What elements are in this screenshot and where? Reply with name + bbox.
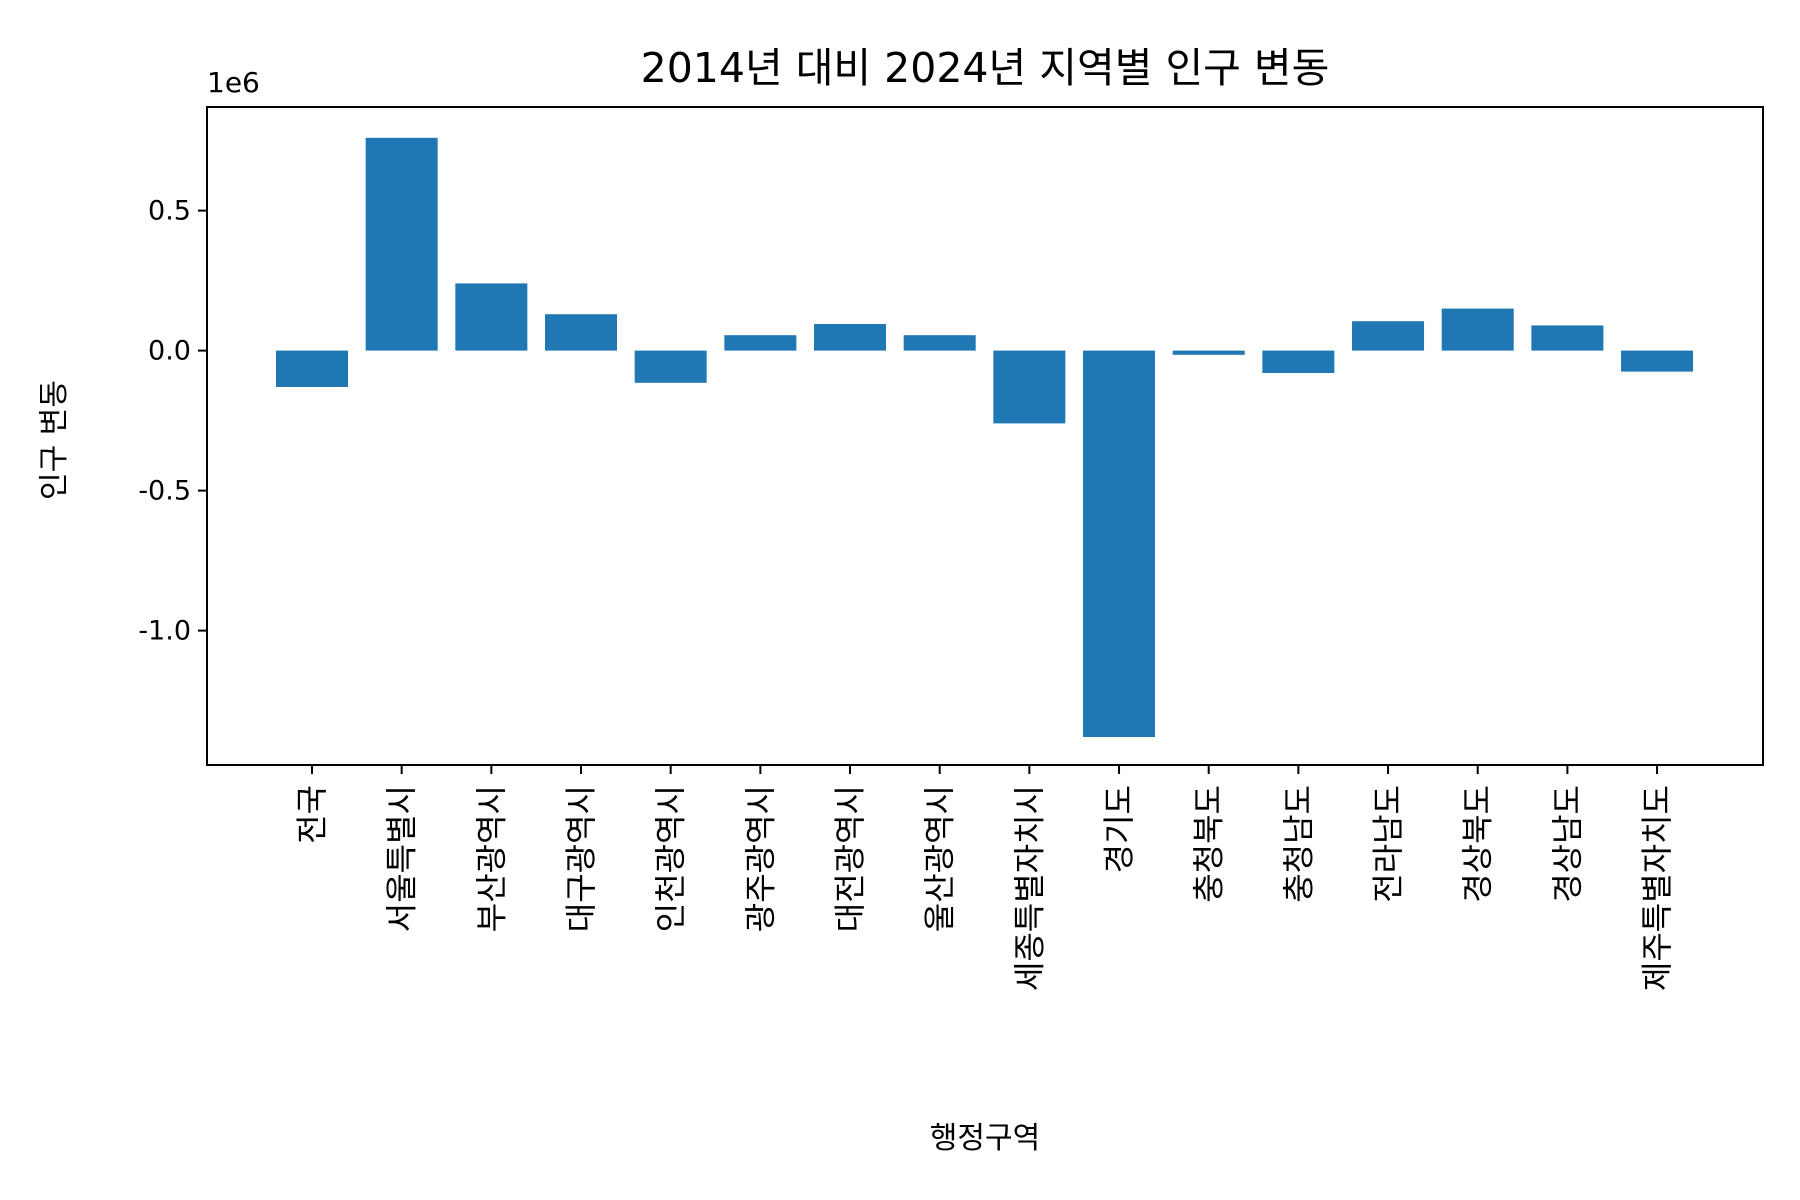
x-tick-label-15: 제주특별자치도: [1638, 785, 1676, 991]
x-tick-label-5: 광주광역시: [741, 785, 779, 932]
chart-title: 2014년 대비 2024년 지역별 인구 변동: [641, 44, 1330, 92]
bar-10: [1172, 350, 1245, 355]
bar-15: [1621, 350, 1694, 372]
x-tick-label-11: 충청남도: [1279, 785, 1317, 903]
y-axis-label: 인구 변동: [37, 380, 72, 500]
x-tick-label-9: 경기도: [1100, 785, 1138, 873]
x-tick-label-3: 대구광역시: [562, 785, 600, 932]
bar-1: [365, 137, 438, 351]
bar-12: [1352, 321, 1425, 351]
x-tick-label-10: 충청북도: [1190, 785, 1228, 903]
bar-13: [1441, 308, 1514, 351]
y-axis-offset-label: 1e6: [207, 66, 260, 99]
x-tick-label-0: 전국: [293, 785, 331, 844]
x-tick-label-2: 부산광역시: [472, 785, 510, 932]
bars-group: [276, 137, 1694, 737]
bar-6: [814, 324, 887, 351]
bar-11: [1262, 350, 1335, 373]
x-axis-label: 행정구역: [930, 1121, 1040, 1156]
y-tick-label-1: -0.5: [138, 476, 191, 507]
y-ticks-group: -1.0 -0.5 0.0 0.5: [138, 196, 207, 647]
x-tick-label-14: 경상남도: [1548, 785, 1586, 903]
x-tick-label-13: 경상북도: [1459, 785, 1497, 903]
x-tick-label-6: 대전광역시: [831, 785, 869, 932]
bar-2: [455, 283, 528, 351]
bar-3: [545, 314, 618, 351]
x-tick-label-1: 서울특별시: [383, 785, 421, 932]
bar-14: [1531, 325, 1604, 351]
bar-7: [903, 335, 976, 351]
x-tick-label-12: 전라남도: [1369, 785, 1407, 903]
y-tick-label-3: 0.5: [148, 196, 191, 227]
plot-frame: [206, 106, 1764, 766]
y-tick-label-0: -1.0: [138, 616, 191, 647]
bar-5: [724, 335, 797, 351]
x-tick-label-7: 울산광역시: [921, 785, 959, 932]
bar-9: [1083, 350, 1156, 737]
x-tick-label-8: 세종특별자치시: [1010, 785, 1048, 991]
bar-0: [276, 350, 348, 387]
bar-8: [993, 350, 1066, 424]
y-tick-label-2: 0.0: [148, 336, 191, 367]
bar-4: [634, 350, 707, 383]
x-tick-label-4: 인천광역시: [652, 785, 690, 932]
x-ticks-group: 전국 서울특별시 부산광역시 대구광역시 인천광역시 광주광역시 대전광역시 울산광역시 세종특…: [293, 765, 1676, 991]
